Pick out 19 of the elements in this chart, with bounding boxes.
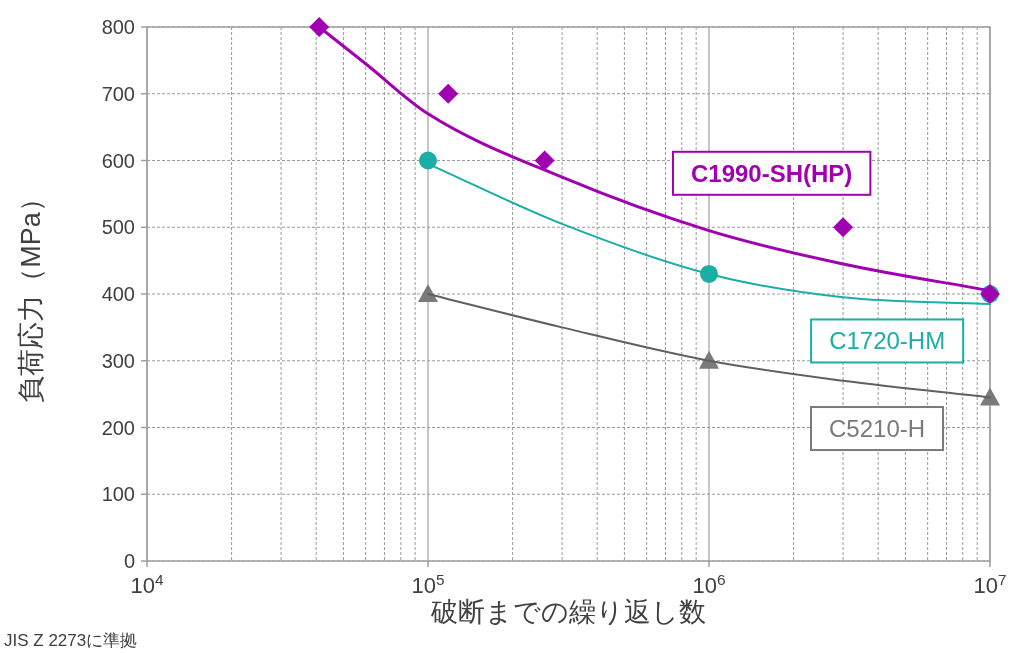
x-tick-label: 10$^{7}$ — [973, 570, 1007, 598]
x-tick-label: 10$^{5}$ — [411, 570, 445, 598]
y-tick-label: 300 — [101, 349, 135, 372]
y-tick-label: 200 — [101, 416, 135, 439]
text: JIS Z 2273に準拠 — [4, 631, 138, 650]
y-tick-label: 500 — [101, 216, 135, 239]
y-tick-label: 600 — [101, 149, 135, 172]
series-label: C1720-HM — [829, 327, 946, 355]
y-tick-label: 0 — [123, 550, 135, 572]
y-tick-label: 800 — [101, 16, 135, 38]
text: C5210-H — [829, 415, 926, 443]
x-tick-label: 10$^{4}$ — [130, 570, 164, 598]
x-axis-title: 破断までの繰り返し数 — [430, 597, 706, 627]
y-tick-label: 100 — [101, 483, 135, 506]
series-label: C1990-SH(HP) — [690, 159, 853, 187]
y-axis-title: 負荷応力（MPa） — [16, 185, 46, 403]
y-tick-label: 700 — [101, 82, 135, 105]
y-tick-label: 400 — [101, 283, 135, 305]
x-tick-label: 10$^{6}$ — [692, 570, 726, 598]
